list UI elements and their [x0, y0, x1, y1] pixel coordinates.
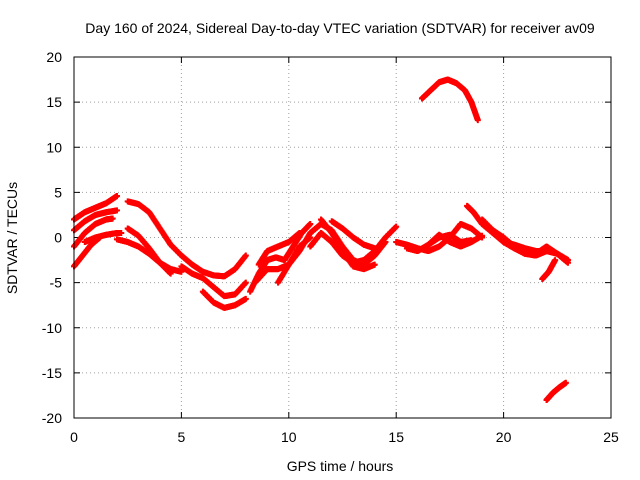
data-point [242, 252, 249, 259]
data-point [371, 261, 378, 268]
series-track-h [113, 236, 185, 275]
y-tick-label: 20 [46, 49, 62, 65]
y-tick-label: 15 [46, 94, 62, 110]
y-tick-label: 0 [54, 230, 62, 246]
data-point [109, 215, 116, 222]
series-track-j [199, 288, 249, 311]
x-tick-label: 5 [178, 429, 186, 445]
data-point [565, 259, 572, 266]
data-point [393, 223, 400, 230]
series-track-a [71, 192, 120, 223]
series-track-p [318, 216, 378, 273]
data-point [242, 295, 249, 302]
axis-ticks: 0 5 10 15 20 25 -20 -15 -10 -5 0 5 10 15 20 [42, 49, 619, 445]
series-track-b [71, 207, 120, 234]
y-tick-label: 10 [46, 139, 62, 155]
data-point [371, 245, 378, 252]
series-track-y [418, 76, 481, 124]
series-track-w [500, 239, 572, 266]
data-point [296, 229, 303, 236]
data-point [118, 229, 125, 236]
series-track-z [543, 379, 569, 403]
grid-lines [74, 57, 611, 418]
data-markers [71, 76, 572, 403]
series-track-f [124, 198, 249, 280]
y-tick-label: -20 [42, 410, 62, 426]
data-point [562, 379, 569, 386]
x-tick-label: 10 [281, 429, 297, 445]
x-tick-label: 25 [603, 429, 619, 445]
data-point [113, 192, 120, 199]
y-tick-label: -10 [42, 320, 62, 336]
data-point [474, 117, 481, 124]
x-tick-label: 15 [388, 429, 404, 445]
y-tick-label: 5 [54, 184, 62, 200]
series-track-x [539, 257, 559, 283]
chart-title: Day 160 of 2024, Sidereal Day-to-day VTE… [85, 20, 595, 36]
series-track-m [255, 229, 303, 268]
series-track-e [81, 229, 125, 246]
x-tick-label: 20 [496, 429, 512, 445]
x-axis-label: GPS time / hours [287, 458, 394, 474]
series-track-t [425, 231, 486, 250]
y-axis-label: SDTVAR / TECUs [4, 182, 20, 294]
data-point [479, 232, 486, 239]
series-track-q [328, 218, 378, 252]
y-tick-label: -5 [50, 275, 63, 291]
y-tick-label: -15 [42, 365, 62, 381]
series-track-i [178, 263, 249, 300]
series-track-c [71, 215, 116, 250]
data-point [307, 220, 314, 227]
series-track-k [247, 220, 314, 295]
data-point [552, 257, 559, 264]
data-point [242, 279, 249, 286]
x-tick-label: 0 [70, 429, 78, 445]
data-point [113, 207, 120, 214]
plot-frame [73, 56, 612, 419]
